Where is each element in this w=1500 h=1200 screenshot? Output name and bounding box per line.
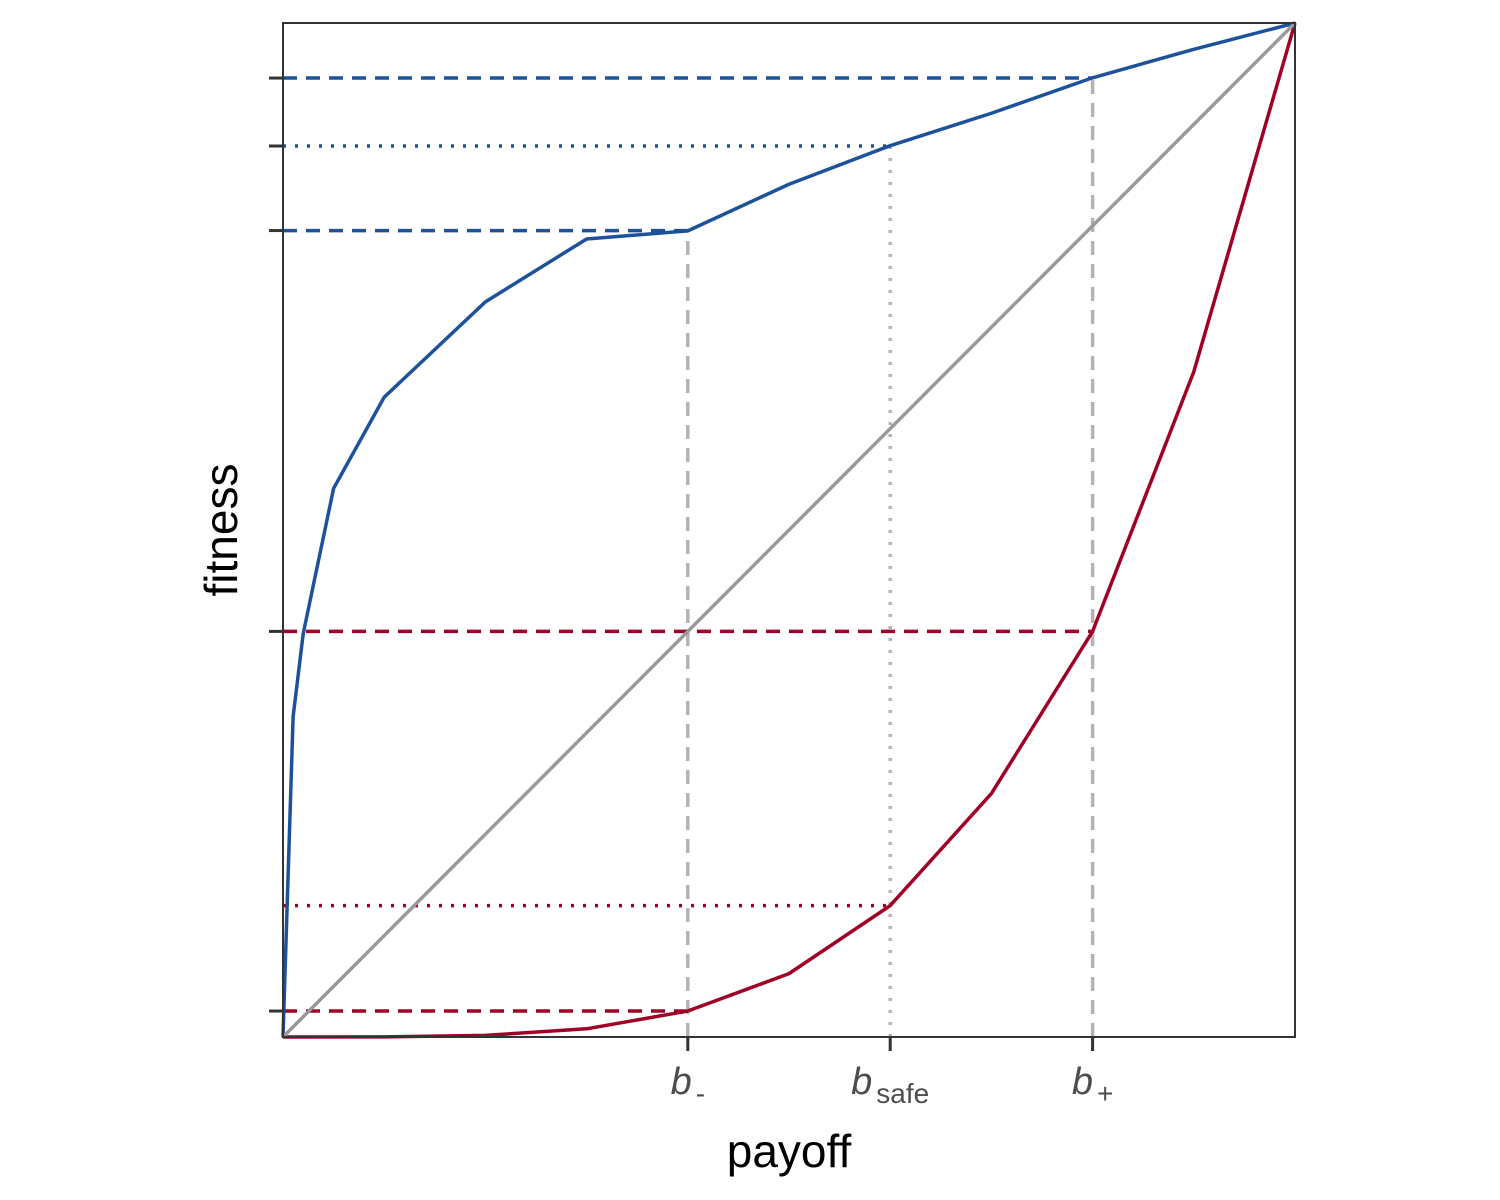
y-axis-title: fitness — [195, 464, 247, 597]
plot-panel-border — [282, 22, 1296, 1038]
x-axis-title: payoff — [727, 1125, 852, 1177]
series-lines — [281, 21, 1297, 1039]
x-axis-ticks: b - b safe b + — [671, 1037, 1114, 1109]
x-tick-label-1: b safe — [851, 1061, 929, 1109]
series-line-2 — [281, 21, 1297, 1039]
x-tick-label-main: b — [1072, 1061, 1093, 1103]
guide-lines — [283, 76, 1095, 1037]
x-tick-label-sub: - — [696, 1078, 705, 1109]
series-line-1 — [282, 22, 1297, 1039]
x-tick-label-sub: + — [1097, 1078, 1113, 1109]
x-tick-label-0: b- — [671, 1061, 705, 1109]
x-tick-label-main: b — [671, 1061, 692, 1103]
x-tick-label-main: b — [851, 1061, 872, 1103]
x-tick-label-sub: safe — [876, 1078, 929, 1109]
x-tick-label-2: b + — [1072, 1061, 1114, 1109]
y-axis-ticks — [269, 76, 283, 1013]
series-line-0 — [281, 21, 1296, 1038]
